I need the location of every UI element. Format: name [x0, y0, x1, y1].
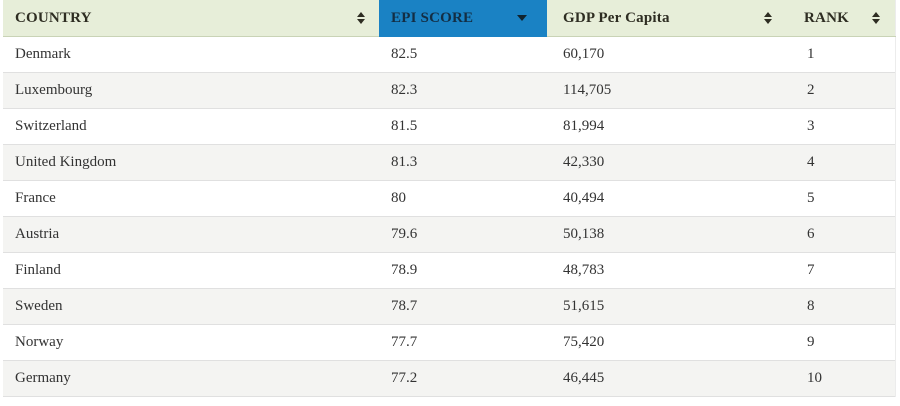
cell-epi-score: 82.5 [391, 46, 418, 62]
table-row: Finland 78.9 48,783 7 [3, 253, 895, 289]
sort-both-icon [872, 12, 880, 24]
cell-country: Finland [15, 262, 61, 278]
sort-both-icon [764, 12, 772, 24]
cell-country: Norway [15, 334, 64, 350]
cell-country: France [15, 190, 56, 206]
cell-epi-score: 81.5 [391, 118, 418, 134]
table-body: Denmark 82.5 60,170 1 Luxembourg 82.3 11… [3, 37, 895, 397]
cell-epi-score: 79.6 [391, 226, 418, 242]
column-header-country-label: COUNTRY [15, 9, 92, 26]
cell-rank: 6 [807, 226, 815, 242]
cell-country: Switzerland [15, 118, 87, 134]
table-row: France 80 40,494 5 [3, 181, 895, 217]
cell-country: Sweden [15, 298, 63, 314]
cell-gdp-per-capita: 42,330 [563, 154, 605, 170]
cell-epi-score: 77.2 [391, 370, 418, 386]
sort-desc-icon [517, 15, 527, 21]
table-row: Sweden 78.7 51,615 8 [3, 289, 895, 325]
cell-rank: 10 [807, 370, 822, 386]
column-header-gdp-per-capita[interactable]: GDP Per Capita [547, 0, 782, 37]
cell-rank: 2 [807, 82, 815, 98]
cell-gdp-per-capita: 60,170 [563, 46, 605, 62]
cell-rank: 3 [807, 118, 815, 134]
cell-gdp-per-capita: 48,783 [563, 262, 605, 278]
cell-gdp-per-capita: 51,615 [563, 298, 605, 314]
table-row: Denmark 82.5 60,170 1 [3, 37, 895, 73]
cell-epi-score: 80 [391, 190, 406, 206]
table-row: Norway 77.7 75,420 9 [3, 325, 895, 361]
cell-country: Austria [15, 226, 60, 242]
table-row: United Kingdom 81.3 42,330 4 [3, 145, 895, 181]
cell-gdp-per-capita: 114,705 [563, 82, 612, 98]
table-row: Austria 79.6 50,138 6 [3, 217, 895, 253]
cell-epi-score: 82.3 [391, 82, 418, 98]
cell-epi-score: 78.9 [391, 262, 418, 278]
column-header-country[interactable]: COUNTRY [3, 0, 379, 37]
cell-rank: 8 [807, 298, 815, 314]
cell-gdp-per-capita: 81,994 [563, 118, 605, 134]
cell-rank: 4 [807, 154, 815, 170]
cell-country: Luxembourg [15, 82, 93, 98]
column-header-epi-score[interactable]: EPI SCORE [379, 0, 547, 37]
cell-country: Germany [15, 370, 71, 386]
cell-country: United Kingdom [15, 154, 117, 170]
cell-gdp-per-capita: 46,445 [563, 370, 605, 386]
column-header-rank-label: RANK [804, 9, 849, 26]
cell-gdp-per-capita: 40,494 [563, 190, 605, 206]
epi-ranking-table: COUNTRY EPI SCORE GDP Per Capita RANK [3, 0, 896, 397]
cell-rank: 9 [807, 334, 815, 350]
cell-rank: 1 [807, 46, 815, 62]
table-row: Germany 77.2 46,445 10 [3, 361, 895, 397]
table-row: Switzerland 81.5 81,994 3 [3, 109, 895, 145]
cell-country: Denmark [15, 46, 71, 62]
column-header-rank[interactable]: RANK [782, 0, 896, 37]
column-header-gdp-per-capita-label: GDP Per Capita [563, 9, 670, 26]
cell-rank: 7 [807, 262, 815, 278]
table-row: Luxembourg 82.3 114,705 2 [3, 73, 895, 109]
cell-epi-score: 77.7 [391, 334, 418, 350]
column-header-epi-score-label: EPI SCORE [391, 9, 474, 26]
table-header-row: COUNTRY EPI SCORE GDP Per Capita RANK [3, 0, 896, 37]
cell-rank: 5 [807, 190, 815, 206]
cell-gdp-per-capita: 50,138 [563, 226, 605, 242]
cell-epi-score: 81.3 [391, 154, 418, 170]
sort-both-icon [357, 12, 365, 24]
cell-epi-score: 78.7 [391, 298, 418, 314]
cell-gdp-per-capita: 75,420 [563, 334, 605, 350]
